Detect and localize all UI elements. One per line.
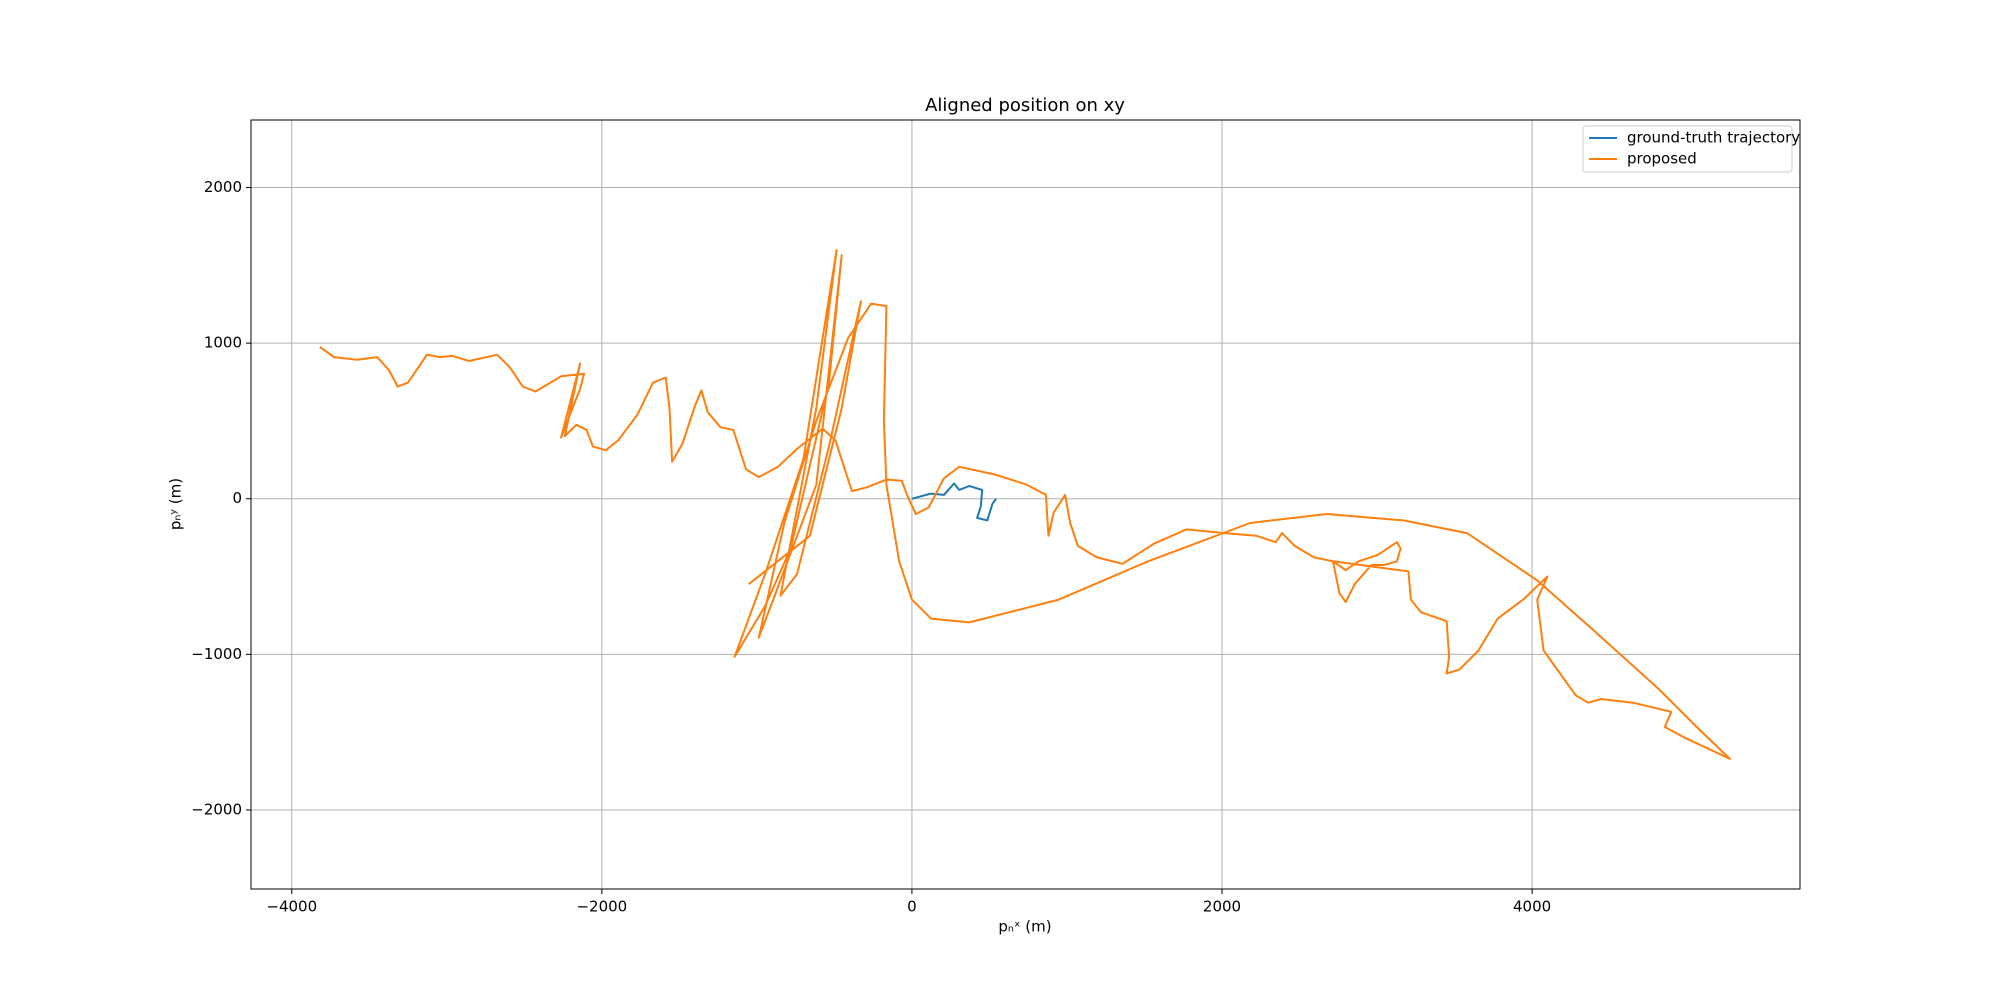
line-series xyxy=(911,482,997,522)
chart-title: Aligned position on xy xyxy=(925,95,1125,116)
y-tick-label: 0 xyxy=(232,489,242,507)
x-tick-label: −2000 xyxy=(576,898,627,916)
y-tick-label: −1000 xyxy=(191,645,242,663)
x-tick-label: 4000 xyxy=(1513,898,1551,916)
legend-label: proposed xyxy=(1627,150,1697,168)
x-tick-label: 0 xyxy=(907,898,917,916)
y-tick-label: −2000 xyxy=(191,800,242,818)
legend-label: ground-truth trajectory xyxy=(1627,129,1800,147)
plot-frame xyxy=(250,119,1801,890)
x-axis-label: pₙˣ (m) xyxy=(998,918,1051,936)
y-axis-label: pₙʸ (m) xyxy=(167,478,185,530)
x-tick-label: −4000 xyxy=(266,898,317,916)
legend-box xyxy=(1582,125,1793,173)
y-tick-label: 2000 xyxy=(204,178,242,196)
line-series xyxy=(319,249,1731,760)
y-tick-label: 1000 xyxy=(204,334,242,352)
x-tick-label: 2000 xyxy=(1203,898,1241,916)
